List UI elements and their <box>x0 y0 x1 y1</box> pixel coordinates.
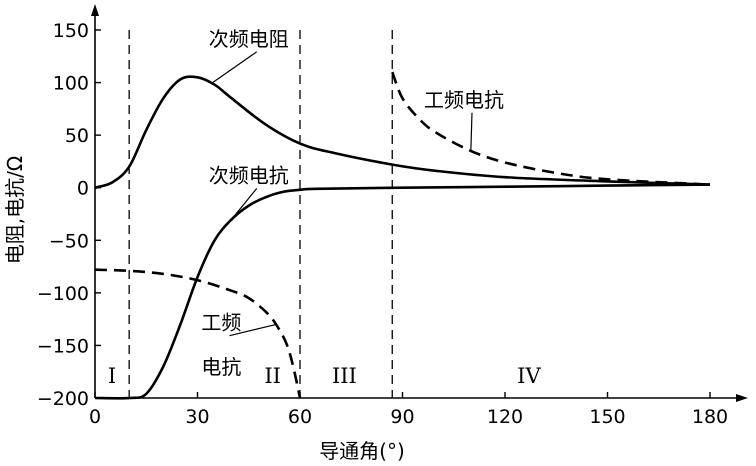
region-dividers <box>128 30 393 398</box>
annotation-label: 次频电抗 <box>209 163 289 187</box>
annotation-label: 电抗 <box>201 355 241 379</box>
annotation-label: 次频电阻 <box>209 27 289 51</box>
axes <box>91 4 748 402</box>
series-line-3 <box>94 268 302 399</box>
annotation-label: 工频 <box>201 311 241 335</box>
x-tick-label: 90 <box>390 406 414 428</box>
y-tick-label: 0 <box>77 178 89 200</box>
y-tick-label: 100 <box>53 73 89 95</box>
x-tick-label: 30 <box>185 406 209 428</box>
annotation-leader-line <box>470 112 473 151</box>
annotation-label: 工频电抗 <box>424 88 504 112</box>
series-line-1 <box>94 75 711 189</box>
y-axis-title: 电阻,电抗/Ω <box>3 156 27 264</box>
y-tick-label: −150 <box>37 335 89 357</box>
region-label: III <box>332 364 357 388</box>
series-line-4 <box>391 71 711 186</box>
annotation-leader-line <box>231 188 258 220</box>
x-tick-label: 0 <box>89 406 101 428</box>
y-tick-label: −50 <box>49 230 89 252</box>
x-axis-title: 导通角(°) <box>319 439 405 463</box>
x-tick-label: 150 <box>589 406 625 428</box>
x-tick-label: 60 <box>288 406 312 428</box>
annotation-leader-lines <box>210 51 473 337</box>
region-label: IV <box>517 364 541 388</box>
y-tick-label: 50 <box>65 125 89 147</box>
x-tick-label: 120 <box>487 406 523 428</box>
region-labels: I II III IV <box>108 364 542 388</box>
annotation-leader-line <box>210 51 258 85</box>
x-tick-label: 180 <box>692 406 728 428</box>
series-lines <box>94 71 711 400</box>
annotation-leader-line <box>229 323 277 337</box>
tick-labels: 0 30 60 90 120 150 180 −200 −150 −100 −50 0 50 100 150 <box>37 20 728 428</box>
region-label: II <box>264 364 281 388</box>
x-axis-arrow <box>736 394 748 402</box>
y-axis-arrow <box>91 4 99 16</box>
y-tick-label: 150 <box>53 20 89 42</box>
region-label: I <box>108 364 116 388</box>
series-line-2 <box>94 183 711 400</box>
y-tick-label: −200 <box>37 388 89 410</box>
y-tick-label: −100 <box>37 283 89 305</box>
